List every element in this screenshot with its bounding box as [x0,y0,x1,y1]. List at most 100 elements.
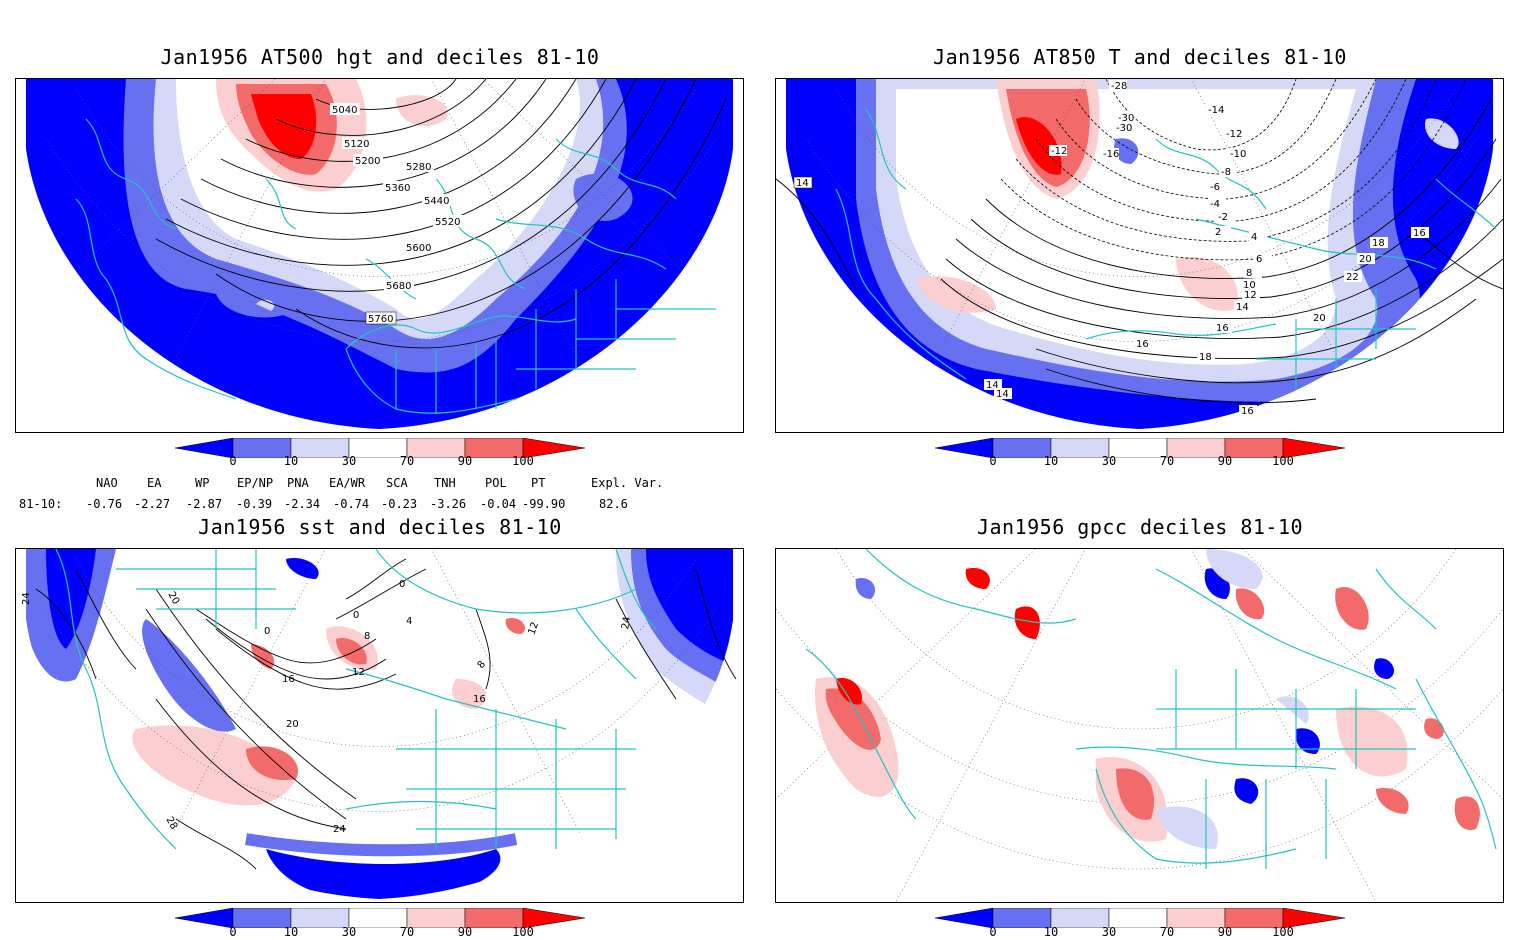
svg-text:18: 18 [1372,238,1385,249]
colorbar-tick: 10 [283,925,299,939]
contour-label: 2 [1213,226,1231,238]
svg-text:24: 24 [21,592,32,605]
svg-text:10: 10 [1243,280,1256,291]
svg-text:16: 16 [1413,228,1426,239]
svg-text:12: 12 [352,667,365,678]
contour-label: 12 [352,667,365,678]
contour-label: 20 [1357,253,1375,265]
contour-label: 22 [1344,271,1362,283]
colorbar-tick: 100 [1272,925,1294,939]
svg-text:-28: -28 [1111,81,1127,92]
contour-label: -30 [1116,112,1134,124]
index-header: POL [485,476,507,490]
map-panel-sst: 20 24 0 4 8 0 0 12 16 16 20 24 28 24 12 … [15,548,744,903]
svg-text:5360: 5360 [385,183,410,194]
colorbar-swatches [934,437,1346,459]
contour-label: 14 [984,379,1002,391]
svg-text:5680: 5680 [386,281,411,292]
colorbar-tick: 70 [1159,925,1175,939]
svg-text:-14: -14 [1208,105,1224,116]
contour-label: 8 [364,631,370,642]
colorbar-tick: 0 [989,454,997,468]
contour-label: 16 [282,674,295,685]
contour-label: -10 [1228,148,1246,160]
svg-text:-30: -30 [1116,123,1132,134]
contour-label: -12 [1049,145,1067,157]
contour-label: 10 [1241,279,1259,291]
svg-text:20: 20 [1359,254,1372,265]
contour-label: 18 [1197,351,1215,363]
colorbar-swatches [934,907,1346,929]
contour-label: 24 [333,824,346,835]
svg-text:5120: 5120 [344,139,369,150]
svg-text:5440: 5440 [424,196,449,207]
panel-title-hgt500: Jan1956 AT500 hgt and deciles 81-10 [160,45,600,69]
contour-label: 14 [1234,301,1252,313]
svg-text:14: 14 [796,178,809,189]
colorbar-tick: 0 [229,454,237,468]
contour-label: -6 [1208,181,1226,193]
contour-label: 5200 [353,154,383,167]
colorbar-t850: 0 10 30 70 90 100 [934,437,1347,474]
index-row-label: 81-10: [19,497,63,511]
svg-text:5520: 5520 [435,217,460,228]
colorbar-tick: 90 [457,925,473,939]
contour-label: 0 [353,610,359,621]
svg-text:24: 24 [620,616,633,630]
colorbar-tick: 90 [1217,454,1233,468]
colorbar-tick: 10 [283,454,299,468]
contour-label: -28 [1109,80,1127,92]
contour-label: 6 [1254,253,1272,265]
colorbar-tick: 30 [1101,925,1117,939]
contour-label: 5760 [365,311,397,325]
contour-label: 5040 [330,103,360,116]
contour-label: 5440 [422,194,452,207]
contour-label: -16 [1101,148,1119,160]
colorbar-tick: 90 [1217,925,1233,939]
index-header: EA [147,476,162,490]
contour-label: 0 [264,626,270,637]
contour-label: 4 [406,616,412,627]
svg-text:4: 4 [1251,232,1257,243]
colorbar-gpcc: 0 10 30 70 90 100 [934,907,1347,940]
colorbar-tick: 0 [229,925,237,939]
svg-text:6: 6 [1256,254,1262,265]
svg-text:5600: 5600 [406,243,431,254]
svg-text:0: 0 [264,626,270,637]
index-header: SCA [386,476,408,490]
panel-title-gpcc: Jan1956 gpcc deciles 81-10 [976,515,1304,539]
contour-label: 20 [1311,312,1329,324]
svg-text:18: 18 [1199,352,1212,363]
svg-text:0: 0 [353,610,359,621]
svg-text:16: 16 [282,674,295,685]
svg-text:5040: 5040 [332,105,357,116]
svg-text:-6: -6 [1210,182,1220,193]
colorbar-tick: 70 [399,925,415,939]
svg-text:2: 2 [1215,227,1221,238]
colorbar-tick: 70 [1159,454,1175,468]
svg-text:-4: -4 [1210,199,1220,210]
contour-label: 8 [476,659,489,671]
index-header: EP/NP [237,476,274,490]
svg-text:-16: -16 [1103,149,1119,160]
svg-text:20: 20 [286,719,299,730]
index-header: EA/WR [329,476,366,490]
svg-text:16: 16 [1136,339,1149,350]
contour-label: 20 [286,719,299,730]
map-panel-t850: -28 -30 -30 -14 -12 -10 -16 -12 -8 -6 -4… [775,78,1504,433]
index-header: TNH [434,476,456,490]
svg-text:8: 8 [476,659,489,671]
svg-text:-2: -2 [1218,212,1228,223]
index-value: -2.27 [134,497,171,511]
svg-text:12: 12 [1244,290,1257,301]
panel-title-sst: Jan1956 sst and deciles 81-10 [198,515,562,539]
index-value: -2.87 [186,497,223,511]
svg-text:8: 8 [1246,268,1252,279]
colorbar-tick: 100 [512,925,534,939]
contour-label: 16 [1214,322,1232,334]
contour-label: 14 [994,388,1012,400]
colorbar-sst: 0 10 30 70 90 100 [174,907,587,940]
colorbar-tick: 10 [1043,454,1059,468]
contour-label: 14 [793,176,813,189]
svg-text:8: 8 [364,631,370,642]
